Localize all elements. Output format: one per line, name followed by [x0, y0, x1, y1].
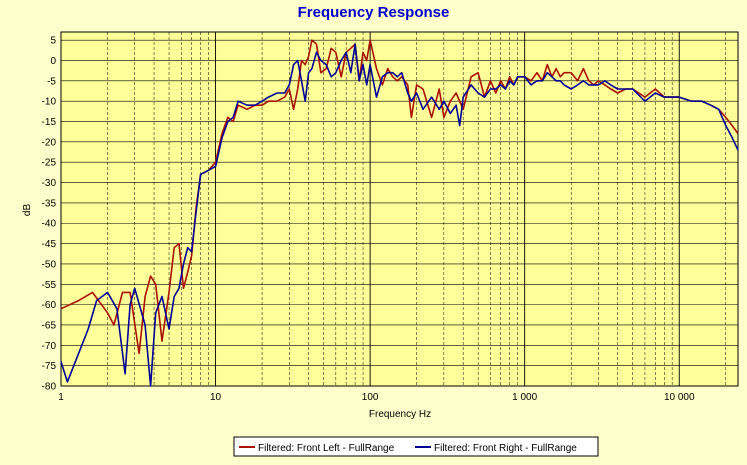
y-tick-label: -70 [42, 341, 57, 352]
y-tick-label: -20 [42, 137, 57, 148]
series-lines [60, 39, 739, 387]
x-tick-labels: 1 10 100 1 000 10 000 [58, 392, 695, 403]
y-tick-label: -45 [42, 239, 57, 250]
y-tick-label: -30 [42, 178, 57, 189]
y-tick-label: -60 [42, 300, 57, 311]
x-axis-label: Frequency Hz [369, 409, 431, 420]
y-tick-label: -80 [42, 382, 57, 393]
x-tick-label: 10 [210, 392, 222, 403]
y-tick-label: 5 [50, 36, 56, 47]
y-tick-label: -5 [47, 76, 56, 87]
y-tick-label: 0 [50, 56, 56, 67]
y-tick-label: -10 [42, 97, 57, 108]
y-axis-label: dB [22, 204, 33, 217]
y-tick-label: -50 [42, 259, 57, 270]
series-line-front-right [60, 43, 739, 387]
chart-title: Frequency Response [297, 4, 450, 21]
x-tick-label: 1 [58, 392, 64, 403]
x-tick-label: 10 000 [664, 392, 695, 403]
x-tick-label: 100 [362, 392, 379, 403]
legend-label-right: Filtered: Front Right - FullRange [434, 443, 577, 454]
y-tick-label: -65 [42, 320, 57, 331]
x-tick-label: 1 000 [512, 392, 537, 403]
y-tick-label: -15 [42, 117, 57, 128]
legend: Filtered: Front Left - FullRange Filtere… [233, 436, 599, 457]
legend-label-left: Filtered: Front Left - FullRange [258, 443, 395, 454]
y-tick-labels: 5 0 -5 -10 -15 -20 -25 -30 -35 -40 -45 -50 -55 -60 -65… [42, 36, 57, 393]
y-tick-label: -75 [42, 361, 57, 372]
y-tick-label: -35 [42, 198, 57, 209]
y-tick-label: -40 [42, 219, 57, 230]
y-tick-label: -55 [42, 280, 57, 291]
grid-lines [60, 32, 739, 387]
y-tick-label: -25 [42, 158, 57, 169]
